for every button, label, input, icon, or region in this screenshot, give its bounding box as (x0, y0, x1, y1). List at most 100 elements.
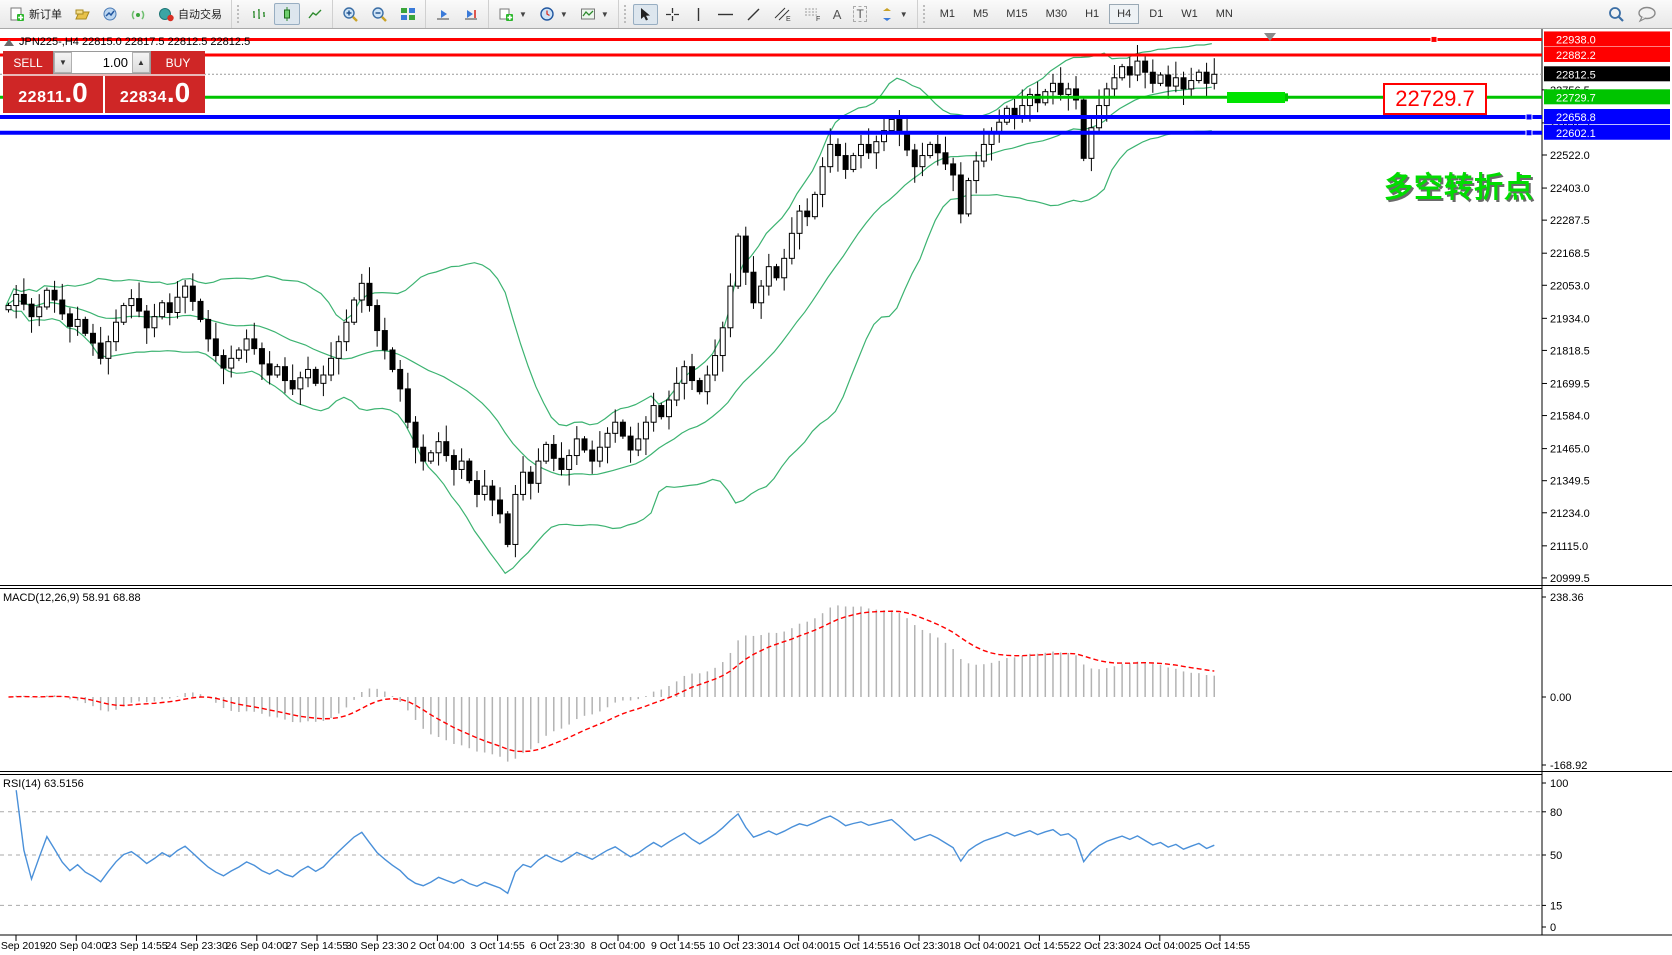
timeframe-button-m1[interactable]: M1 (939, 8, 955, 20)
candle-body (850, 155, 857, 170)
candle-body (788, 232, 795, 259)
candle-body (412, 421, 419, 448)
candle-body (243, 338, 250, 351)
vertical-line-tool-button[interactable] (687, 4, 710, 25)
clock-icon (540, 7, 554, 21)
market-watch-icon (103, 7, 117, 21)
candle-body (36, 306, 43, 318)
volume-decrease-button[interactable]: ▼ (54, 52, 72, 73)
timeframe-button-mn[interactable]: MN (1215, 8, 1233, 20)
trendline-icon (747, 8, 760, 20)
text-tool-button[interactable]: A (828, 4, 847, 25)
crosshair-tool-button[interactable] (660, 4, 685, 25)
trendline-tool-button[interactable] (741, 4, 766, 25)
autotrading-button[interactable]: 自动交易 (153, 3, 227, 25)
period-button[interactable]: ▼ (534, 3, 573, 25)
buy-button[interactable]: BUY (151, 51, 205, 74)
rsi-indicator-label: RSI(14) 63.5156 (3, 778, 84, 790)
cursor-tool-button[interactable] (632, 3, 658, 25)
sell-button[interactable]: SELL (3, 51, 53, 74)
buy-price-frac: .0 (166, 77, 191, 108)
candle-body (305, 368, 312, 379)
candle-body (1180, 77, 1187, 90)
volume-increase-button[interactable]: ▲ (132, 52, 150, 73)
time-axis-label: 18 Sep 2019 (0, 940, 46, 952)
candle-body (1203, 71, 1210, 84)
candle-body (1080, 99, 1087, 159)
price-axis-flag-label: 22658.8 (1556, 112, 1596, 124)
new-order-button[interactable]: 新订单 (4, 3, 67, 25)
tile-windows-button[interactable] (395, 3, 421, 25)
collapse-triangle-icon[interactable] (4, 38, 14, 46)
price-axis-label: 22168.5 (1550, 248, 1590, 260)
time-axis-label: 10 Oct 23:30 (708, 940, 768, 952)
toolbar-grip (237, 5, 243, 23)
rsi-axis-label: 80 (1550, 807, 1562, 819)
candle-body (28, 303, 35, 318)
chat-button[interactable] (1632, 2, 1662, 26)
candle-body (942, 152, 949, 165)
toolbar-grip (922, 5, 929, 23)
timeframe-button-m30[interactable]: M30 (1045, 8, 1068, 20)
dropdown-caret: ▼ (600, 9, 609, 19)
search-icon (1609, 7, 1624, 22)
buy-price[interactable]: 22834 .0 (105, 76, 205, 113)
label-tool-button[interactable]: T (848, 3, 871, 25)
signals-button[interactable] (125, 3, 151, 25)
timeframe-button-w1[interactable]: W1 (1181, 8, 1198, 20)
candle-body (857, 143, 864, 157)
time-axis-label: 18 Oct 04:00 (949, 940, 1009, 952)
zoom-out-button[interactable] (366, 3, 393, 26)
timeframe-button-d1[interactable]: D1 (1149, 8, 1164, 20)
candle-body (182, 285, 189, 298)
bar-chart-icon (253, 9, 265, 19)
fibonacci-tool-button[interactable]: F (798, 3, 826, 25)
candle-body (481, 485, 488, 495)
candle-body (312, 368, 319, 384)
candle-body (827, 143, 834, 168)
search-button[interactable] (1602, 2, 1630, 26)
candlestick-chart-button[interactable] (274, 3, 300, 25)
sell-price[interactable]: 22811 .0 (3, 76, 105, 113)
candle-body (965, 180, 972, 215)
auto-scroll-button[interactable] (430, 3, 456, 25)
timeframe-button-h1[interactable]: H1 (1085, 8, 1100, 20)
candle-body (1211, 73, 1218, 84)
volume-input[interactable]: 1.00 (72, 52, 132, 73)
bar-chart-button[interactable] (246, 3, 272, 25)
candle-body (443, 441, 450, 457)
candle-body (43, 289, 50, 308)
line-chart-button[interactable] (302, 3, 328, 25)
template-button[interactable]: ▼ (575, 3, 614, 25)
timeframe-button-m15[interactable]: M15 (1006, 8, 1028, 20)
zoom-in-button[interactable] (337, 3, 364, 26)
new-chart-button[interactable]: ▼ (493, 3, 532, 25)
profiles-button[interactable] (69, 3, 95, 25)
chart-title: JPN225-,H4 22815.0 22817.5 22812.5 22812… (19, 36, 251, 48)
price-callout-label[interactable]: 22729.7 (1383, 83, 1487, 115)
market-watch-button[interactable] (97, 3, 123, 25)
time-axis-label: 25 Oct 14:55 (1190, 940, 1250, 952)
main-toolbar: 新订单 自动交易 (0, 0, 1672, 29)
chinese-note-text[interactable]: 多空转折点 (1384, 170, 1535, 204)
toolbar-group-timeframes: M1 M5 M15 M30 H1 H4 D1 W1 MN (916, 0, 1245, 28)
dropdown-caret: ▼ (519, 9, 527, 19)
timeframe-button-m5[interactable]: M5 (972, 8, 989, 20)
time-axis-label: 24 Oct 04:00 (1130, 940, 1190, 952)
candle-body (74, 318, 81, 327)
candle-body (873, 141, 880, 154)
channel-tool-button[interactable]: E (768, 3, 796, 25)
rsi-axis-label: 15 (1550, 900, 1562, 912)
arrows-tool-button[interactable]: ▼ (874, 4, 913, 25)
horizontal-line-tool-button[interactable] (712, 4, 739, 25)
chart-shift-button[interactable] (458, 3, 484, 25)
candle-body (397, 368, 404, 390)
candle-body (466, 460, 473, 482)
candle-body (189, 285, 196, 302)
time-axis-label: 9 Oct 14:55 (651, 940, 705, 952)
timeframe-button-h4[interactable]: H4 (1109, 4, 1140, 24)
fibonacci-icon: F (804, 8, 820, 22)
candle-body (235, 349, 242, 359)
time-axis-label: 23 Sep 14:55 (105, 940, 168, 952)
